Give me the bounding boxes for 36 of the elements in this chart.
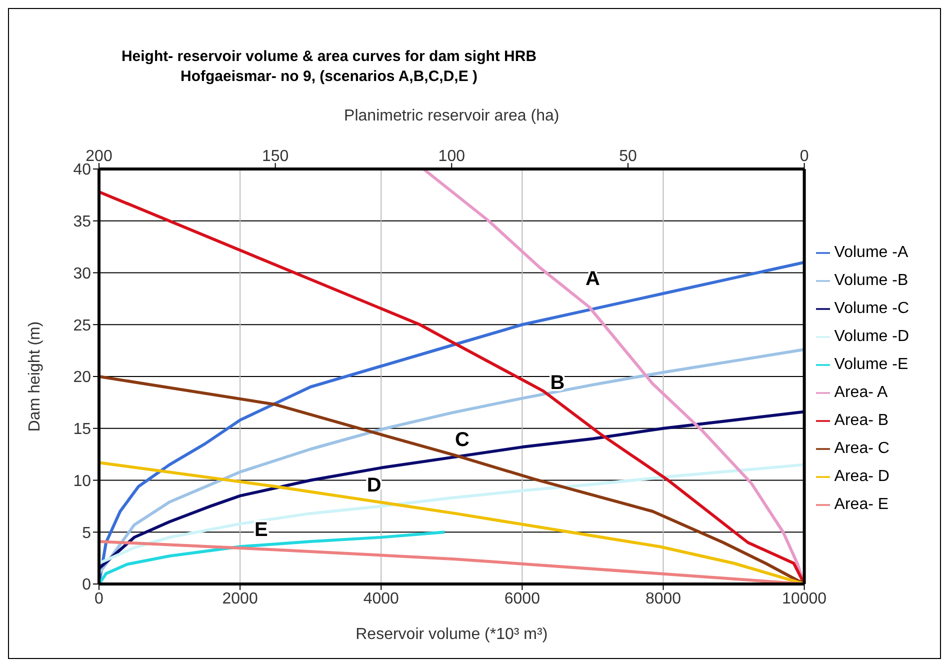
legend-label: Volume -A <box>834 244 908 261</box>
legend-label: Area- D <box>834 468 890 485</box>
x-tick-label: 0 <box>94 590 104 608</box>
x-tick-label: 4000 <box>363 590 400 608</box>
x-tick-label: 2000 <box>222 590 258 608</box>
annotation: A <box>585 268 600 290</box>
x2-tick-label: 150 <box>262 148 289 165</box>
legend-label: Area- A <box>834 384 888 401</box>
legend-label: Area- C <box>834 440 890 457</box>
chart-title: Height- reservoir volume & area curves for dam sight HRB <box>120 47 538 67</box>
x2-axis-title: Planimetric reservoir area (ha) <box>344 107 560 124</box>
legend-label: Volume -D <box>834 328 909 345</box>
x-axis-title: Reservoir volume (*10³ m³) <box>356 626 548 643</box>
annotation: D <box>366 474 382 496</box>
y-tick-label: 15 <box>73 421 92 438</box>
y-tick-label: 10 <box>73 472 92 490</box>
x2-tick-label: 0 <box>800 148 809 165</box>
legend-label: Volume -B <box>834 272 908 289</box>
legend-label: Volume -E <box>834 356 908 373</box>
y-tick-label: 5 <box>82 524 92 542</box>
y-tick-label: 25 <box>73 317 92 334</box>
x2-tick-label: 50 <box>619 148 637 165</box>
x2-tick-label: 100 <box>438 148 466 165</box>
legend-label: Area- B <box>834 412 889 429</box>
y-axis-title: Dam height (m) <box>26 321 44 432</box>
x-tick-label: 6000 <box>504 590 540 608</box>
chart-subtitle: Hofgaeismar- no 9, (scenarios A,B,C,D,E ) <box>179 67 478 87</box>
legend-label: Area- E <box>834 496 889 513</box>
y-tick-label: 35 <box>73 214 92 231</box>
annotation: C <box>455 428 470 451</box>
x-tick-label: 10000 <box>782 590 827 608</box>
y-tick-label: 0 <box>82 576 92 594</box>
y-tick-label: 30 <box>73 265 92 282</box>
y-tick-label: 20 <box>73 369 92 386</box>
legend-label: Volume -C <box>834 300 909 317</box>
x-tick-label: 8000 <box>645 590 682 608</box>
